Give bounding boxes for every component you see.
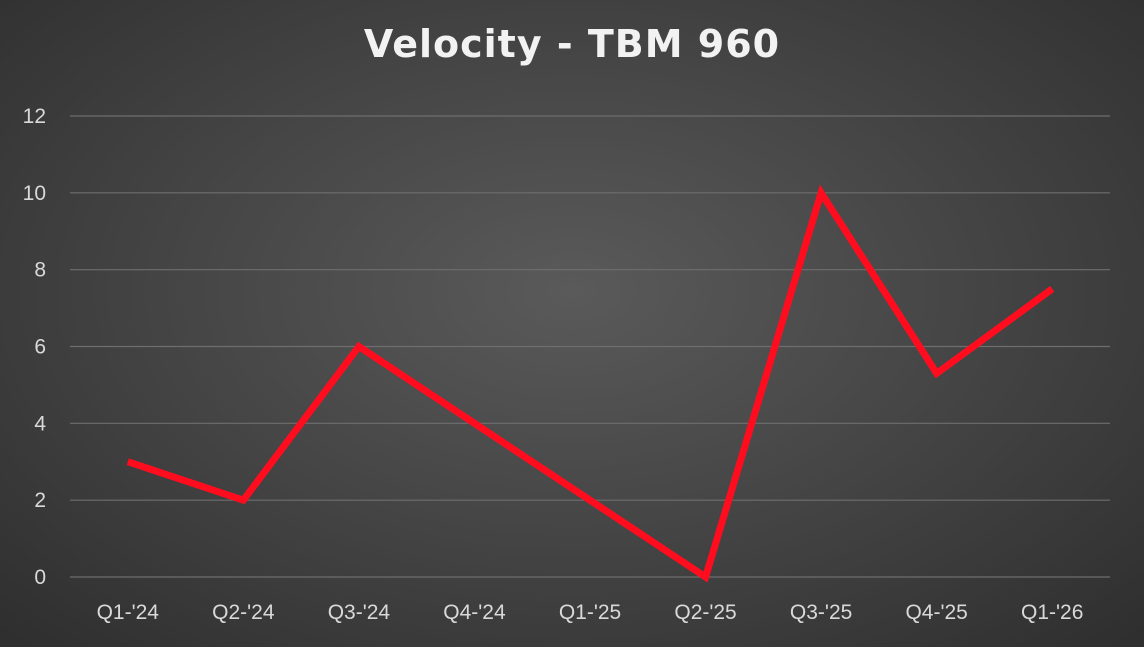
x-tick-label: Q3-'25	[790, 601, 852, 624]
y-tick-label: 6	[34, 336, 46, 359]
x-tick-label: Q4-'25	[905, 601, 967, 624]
x-tick-label: Q1-'24	[97, 601, 160, 624]
x-tick-label: Q1-'25	[559, 601, 621, 624]
x-tick-label: Q1-'26	[1021, 601, 1083, 624]
y-tick-label: 8	[34, 259, 46, 282]
x-tick-label: Q3-'24	[328, 601, 391, 624]
y-tick-label: 2	[34, 489, 46, 512]
x-tick-label: Q2-'24	[212, 601, 275, 624]
chart-title: Velocity - TBM 960	[363, 22, 781, 66]
x-tick-label: Q4-'24	[443, 601, 506, 624]
y-tick-label: 12	[23, 105, 46, 128]
series-line	[126, 184, 1055, 583]
y-tick-label: 0	[34, 566, 46, 589]
x-tick-label: Q2-'25	[674, 601, 736, 624]
y-tick-label: 4	[34, 412, 46, 435]
y-tick-label: 10	[23, 182, 46, 205]
